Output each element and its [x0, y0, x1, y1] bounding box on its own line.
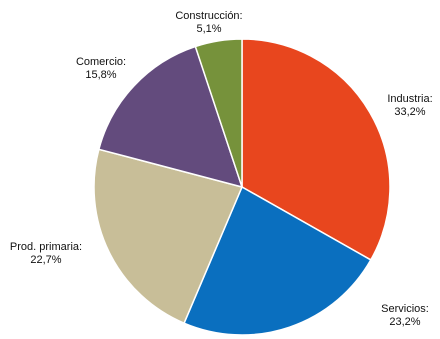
pie-slice-industria [241, 38, 391, 261]
slice-value-industria: 33,2% [394, 106, 425, 118]
slice-value-prod-primaria: 22,7% [30, 254, 61, 266]
slice-value-servicios: 23,2% [389, 316, 420, 328]
slice-label-servicios: Servicios: [381, 303, 429, 315]
slice-value-comercio: 15,8% [85, 69, 116, 81]
pie-slice-servicios [183, 185, 372, 336]
slice-label-industria: Industria: [387, 93, 432, 105]
slice-label-comercio: Comercio: [76, 56, 126, 68]
slice-label-construcción: Construcción: [175, 10, 242, 22]
pie-slice-prod-primaria [93, 148, 244, 325]
slice-value-construcción: 5,1% [196, 23, 221, 35]
pie-slice-construcción [194, 38, 243, 188]
slice-label-prod-primaria: Prod. primaria: [10, 241, 82, 253]
slice-labels: Industria:33,2% Servicios:23,2% Prod. prim… [10, 10, 433, 328]
pie-slices [93, 38, 391, 336]
pie-slice-comercio [97, 45, 244, 189]
